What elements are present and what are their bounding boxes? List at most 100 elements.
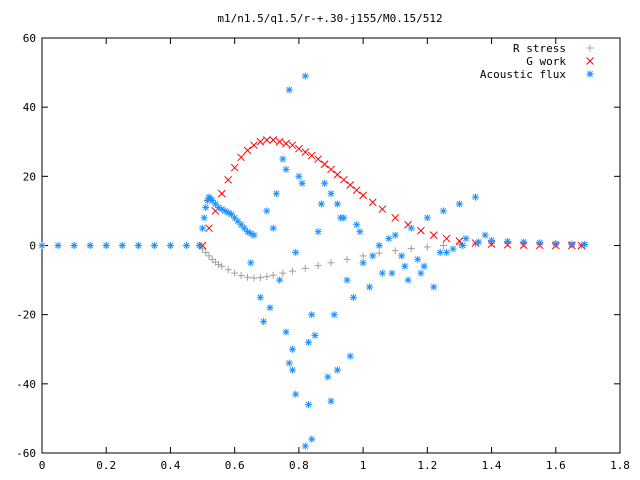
legend-label: R stress [513,42,566,55]
data-point [282,328,290,336]
data-point [295,172,303,180]
data-point [436,248,444,256]
legend-marker [586,44,594,52]
data-point [38,242,46,249]
data-point [215,261,223,269]
data-point [200,214,208,222]
data-point [359,259,367,267]
data-point [288,141,297,150]
x-tick-label: 0 [39,459,46,472]
data-point [488,236,496,244]
data-point [275,137,284,146]
data-point [369,252,377,260]
data-point [250,141,258,150]
y-tick-label: 0 [29,240,36,253]
data-point [199,245,207,253]
data-point [205,224,213,233]
data-point [247,229,255,237]
data-point [202,248,210,256]
data-point [378,205,387,214]
data-point [308,311,316,319]
data-point [581,240,589,248]
data-point [256,293,264,301]
data-point [472,193,479,201]
data-point [568,240,576,248]
data-point [391,213,400,222]
data-point [266,304,274,312]
x-tick-label: 1.4 [482,459,502,472]
data-point [327,190,335,198]
data-point [327,259,335,267]
data-point [420,262,428,270]
data-point [118,242,126,249]
data-point [231,269,239,277]
data-point [305,401,313,409]
x-tick-label: 0.2 [96,459,116,472]
data-point [343,255,351,263]
data-point [237,153,245,162]
data-point [333,200,341,208]
data-point [356,228,364,236]
data-point [102,242,110,249]
data-point [439,207,447,215]
data-point [301,72,309,80]
data-point [337,214,345,222]
legend-marker [586,57,594,65]
data-point [282,165,290,173]
data-point [305,338,313,346]
data-point [224,175,233,184]
data-point [455,237,464,245]
data-point [475,238,483,246]
y-tick-label: 60 [23,32,36,45]
data-point [247,259,255,267]
data-point [256,274,264,282]
series-layer [38,72,589,450]
data-point [443,248,451,256]
data-point [70,242,78,249]
data-point [166,242,174,249]
data-point [391,247,399,255]
data-point [462,235,470,243]
data-point [520,238,528,246]
data-point [333,170,342,179]
data-point [407,245,415,253]
x-tick-label: 1.2 [417,459,437,472]
data-point [263,273,271,281]
data-point [150,242,158,249]
y-tick-label: -20 [16,309,36,322]
data-point [301,264,309,272]
data-point [346,181,355,189]
chart-title: m1/n1.5/q1.5/r-+.30-j155/M0.15/512 [217,12,442,25]
x-tick-label: 0.6 [225,459,245,472]
data-point [407,224,415,232]
data-point [366,283,374,291]
data-point [459,242,467,249]
y-tick-label: -60 [16,447,36,460]
data-point [288,345,296,353]
data-point [269,224,277,232]
data-point [244,273,252,281]
data-point [288,267,296,275]
data-point [243,146,252,155]
data-point [378,269,386,277]
data-point [134,242,142,249]
data-point [481,231,489,239]
data-point [423,214,431,222]
data-point [327,165,335,174]
data-point [54,242,62,249]
x-tick-label: 1.8 [610,459,630,472]
data-point [487,240,496,248]
y-tick-label: -40 [16,378,36,391]
data-point [230,163,239,172]
data-point [298,179,306,187]
data-point [272,190,280,198]
data-point [285,359,293,367]
data-point [352,186,361,195]
data-point [455,200,463,208]
data-point [224,266,232,274]
data-point [183,242,190,249]
data-point [339,175,348,184]
data-point [311,331,319,339]
